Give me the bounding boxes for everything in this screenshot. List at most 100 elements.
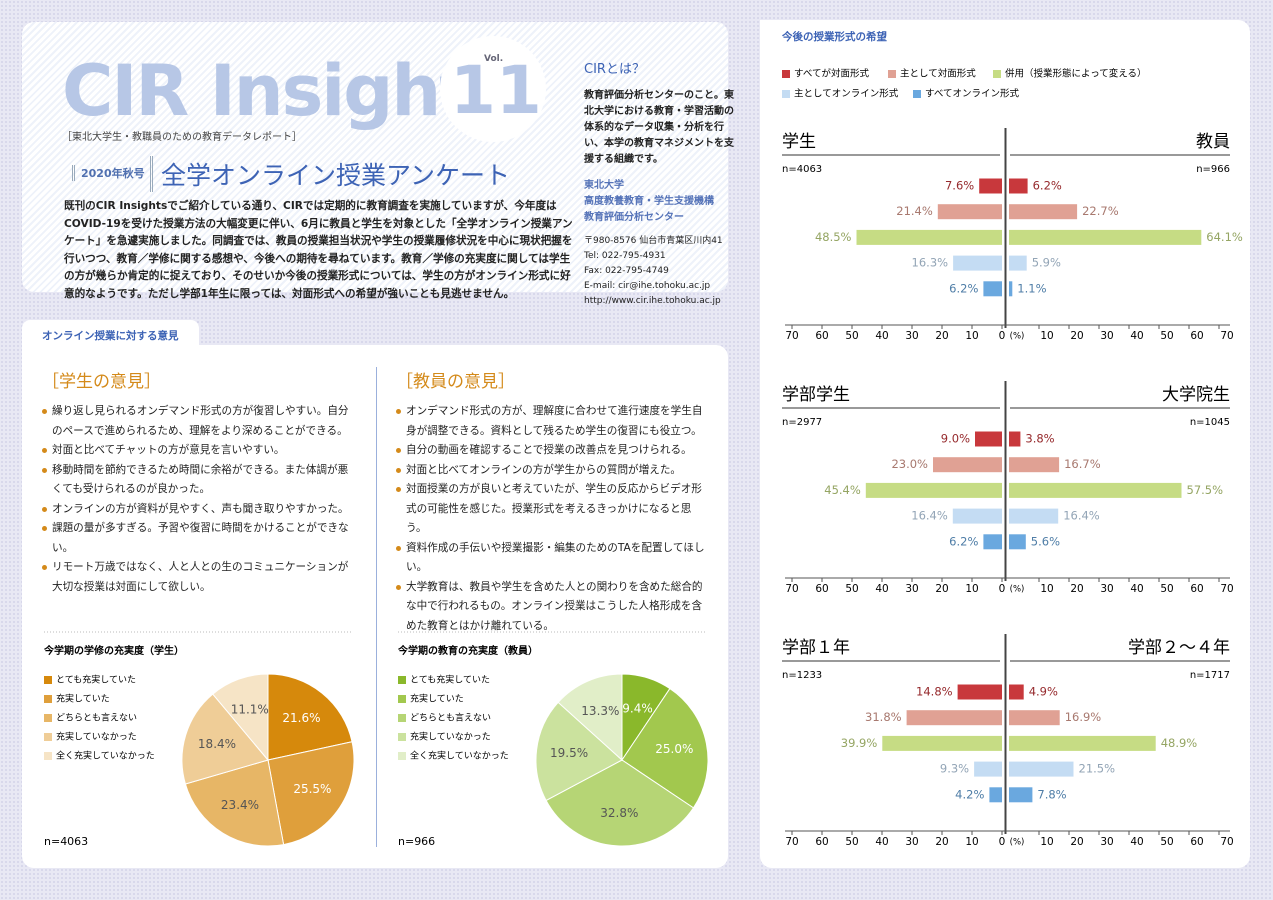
pie-slice bbox=[212, 673, 269, 762]
about-heading: CIRとは？ bbox=[584, 62, 645, 77]
legend-swatch bbox=[782, 90, 790, 98]
tagline: ［東北大学生・教職員のための教育データレポート］ bbox=[62, 132, 302, 143]
slice-label: 25.0% bbox=[655, 742, 693, 756]
x-tick-label: 10 bbox=[1040, 583, 1053, 595]
intro: 既刊のCIR Insightsでご紹介している通り、CIRでは定期的に教育調査を… bbox=[64, 200, 573, 300]
legend-label: 主としてオンライン形式 bbox=[794, 88, 899, 100]
n-label: n=1717 bbox=[1190, 670, 1230, 681]
slice-label: 19.5% bbox=[550, 746, 588, 760]
pie-slice bbox=[267, 673, 353, 761]
x-tick-label: 10 bbox=[965, 583, 978, 595]
bar bbox=[865, 482, 1002, 498]
legend-swatch bbox=[398, 714, 406, 722]
opinion: 課題の量が多すぎる。予習や復習に時間をかけることができない。 bbox=[42, 519, 357, 558]
opinion-list: オンデマンド形式の方が、理解度に合わせて進行速度を学生自身が調整できる。資料とし… bbox=[396, 402, 711, 636]
bar bbox=[1009, 787, 1033, 803]
opinion: 自分の動画を確認することで授業の改善点を見つけられる。 bbox=[396, 441, 711, 461]
chart-title: 今後の授業形式の希望 bbox=[781, 30, 887, 43]
x-tick-label: 20 bbox=[935, 836, 948, 848]
bar bbox=[1009, 684, 1024, 700]
header-panel: CIR Insights 11 Vol. ［東北大学生・教職員のための教育データ… bbox=[22, 22, 734, 306]
legend-swatch bbox=[44, 752, 52, 760]
x-tick-label: 20 bbox=[935, 583, 948, 595]
n-label: n=966 bbox=[1196, 164, 1230, 175]
n-label: n=1233 bbox=[782, 670, 822, 681]
pie-slice bbox=[545, 759, 695, 847]
slice-label: 21.6% bbox=[282, 711, 320, 725]
x-tick-label: 0 bbox=[999, 836, 1006, 848]
value-label: 5.6% bbox=[1031, 534, 1060, 548]
legend-label: 全く充実していなかった bbox=[410, 750, 509, 762]
opinions-panel: ［学生の意見］ 繰り返し見られるオンデマンド形式の方が復習しやすい。自分のペース… bbox=[22, 345, 728, 868]
opinion: オンラインの方が資料が見やすく、声も聞き取りやすかった。 bbox=[42, 500, 357, 520]
x-unit: (%) bbox=[1010, 838, 1025, 848]
bar bbox=[1009, 457, 1060, 473]
pie-slice bbox=[184, 759, 285, 847]
x-tick-label: 10 bbox=[965, 330, 978, 342]
opinion: 移動時間を節約できるため時間に余裕ができる。また体調が悪くても受けられるのが良か… bbox=[42, 461, 357, 500]
value-label: 23.0% bbox=[891, 457, 928, 471]
legend-label: 充実していた bbox=[410, 693, 464, 705]
vol-number: 11 bbox=[450, 52, 542, 129]
legend-label: どちらとも言えない bbox=[410, 712, 491, 724]
student-opinions: ［学生の意見］ 繰り返し見られるオンデマンド形式の方が復習しやすい。自分のペース… bbox=[42, 367, 357, 597]
slice-label: 11.1% bbox=[231, 702, 269, 716]
x-tick-label: 60 bbox=[1190, 330, 1203, 342]
pie-slice bbox=[267, 741, 355, 846]
bar bbox=[1009, 482, 1182, 498]
slice-label: 18.4% bbox=[198, 737, 236, 751]
pie-slice bbox=[181, 693, 269, 785]
x-tick-label: 30 bbox=[1100, 583, 1113, 595]
bar bbox=[983, 281, 1002, 297]
legend-label: どちらとも言えない bbox=[56, 712, 137, 724]
opinion: オンデマンド形式の方が、理解度に合わせて進行速度を学生自身が調整できる。資料とし… bbox=[396, 402, 711, 441]
n-label: n=966 bbox=[398, 835, 435, 848]
value-label: 4.9% bbox=[1029, 685, 1058, 699]
x-tick-label: 40 bbox=[875, 583, 888, 595]
contact-line: http://www.cir.ihe.tohoku.ac.jp bbox=[584, 296, 721, 306]
legend-swatch bbox=[993, 70, 1001, 78]
opinion-heading: ［教員の意見］ bbox=[396, 372, 515, 392]
x-tick-label: 70 bbox=[785, 330, 798, 342]
legend-swatch bbox=[398, 676, 406, 684]
value-label: 5.9% bbox=[1032, 256, 1061, 270]
bar bbox=[906, 710, 1002, 726]
bar bbox=[1009, 178, 1028, 194]
x-tick-label: 50 bbox=[1160, 583, 1173, 595]
bar bbox=[937, 204, 1002, 220]
legend-label: 主として対面形式 bbox=[900, 68, 976, 80]
pie-title: 今学期の教育の充実度（教員） bbox=[397, 644, 538, 657]
x-tick-label: 60 bbox=[1190, 836, 1203, 848]
value-label: 48.5% bbox=[815, 230, 852, 244]
slice-label: 13.3% bbox=[581, 704, 619, 718]
value-label: 64.1% bbox=[1206, 230, 1243, 244]
value-label: 7.6% bbox=[945, 179, 974, 193]
legend-label: すべてオンライン形式 bbox=[925, 88, 1019, 100]
bar bbox=[1009, 229, 1202, 245]
vol-label: Vol. bbox=[484, 54, 504, 64]
value-label: 6.2% bbox=[1033, 179, 1062, 193]
legend-swatch bbox=[44, 733, 52, 741]
contact-line: Fax: 022-795-4749 bbox=[584, 266, 669, 276]
opinion-list: 繰り返し見られるオンデマンド形式の方が復習しやすい。自分のペースで進められるため… bbox=[42, 402, 357, 597]
x-tick-label: 70 bbox=[785, 583, 798, 595]
bar bbox=[933, 457, 1002, 473]
value-label: 1.1% bbox=[1017, 281, 1046, 295]
bar bbox=[979, 178, 1002, 194]
x-tick-label: 0 bbox=[999, 583, 1006, 595]
bar bbox=[974, 761, 1002, 777]
value-label: 45.4% bbox=[824, 483, 861, 497]
group-name: 学生 bbox=[782, 132, 816, 152]
group-name: 大学院生 bbox=[1162, 385, 1230, 405]
value-label: 21.4% bbox=[896, 204, 933, 218]
org: 東北大学 高度教養教育・学生支援機構 教育評価分析センター bbox=[584, 178, 734, 226]
x-tick-label: 20 bbox=[1070, 836, 1083, 848]
x-tick-label: 60 bbox=[815, 330, 828, 342]
legend-label: 充実していなかった bbox=[56, 731, 137, 743]
opinion: 資料作成の手伝いや授業撮影・編集のためのTAを配置してほしい。 bbox=[396, 539, 711, 578]
legend-label: とても充実していた bbox=[56, 674, 136, 686]
org-line: 高度教養教育・学生支援機構 bbox=[584, 196, 714, 207]
x-tick-label: 60 bbox=[815, 583, 828, 595]
value-label: 16.4% bbox=[1063, 509, 1100, 523]
